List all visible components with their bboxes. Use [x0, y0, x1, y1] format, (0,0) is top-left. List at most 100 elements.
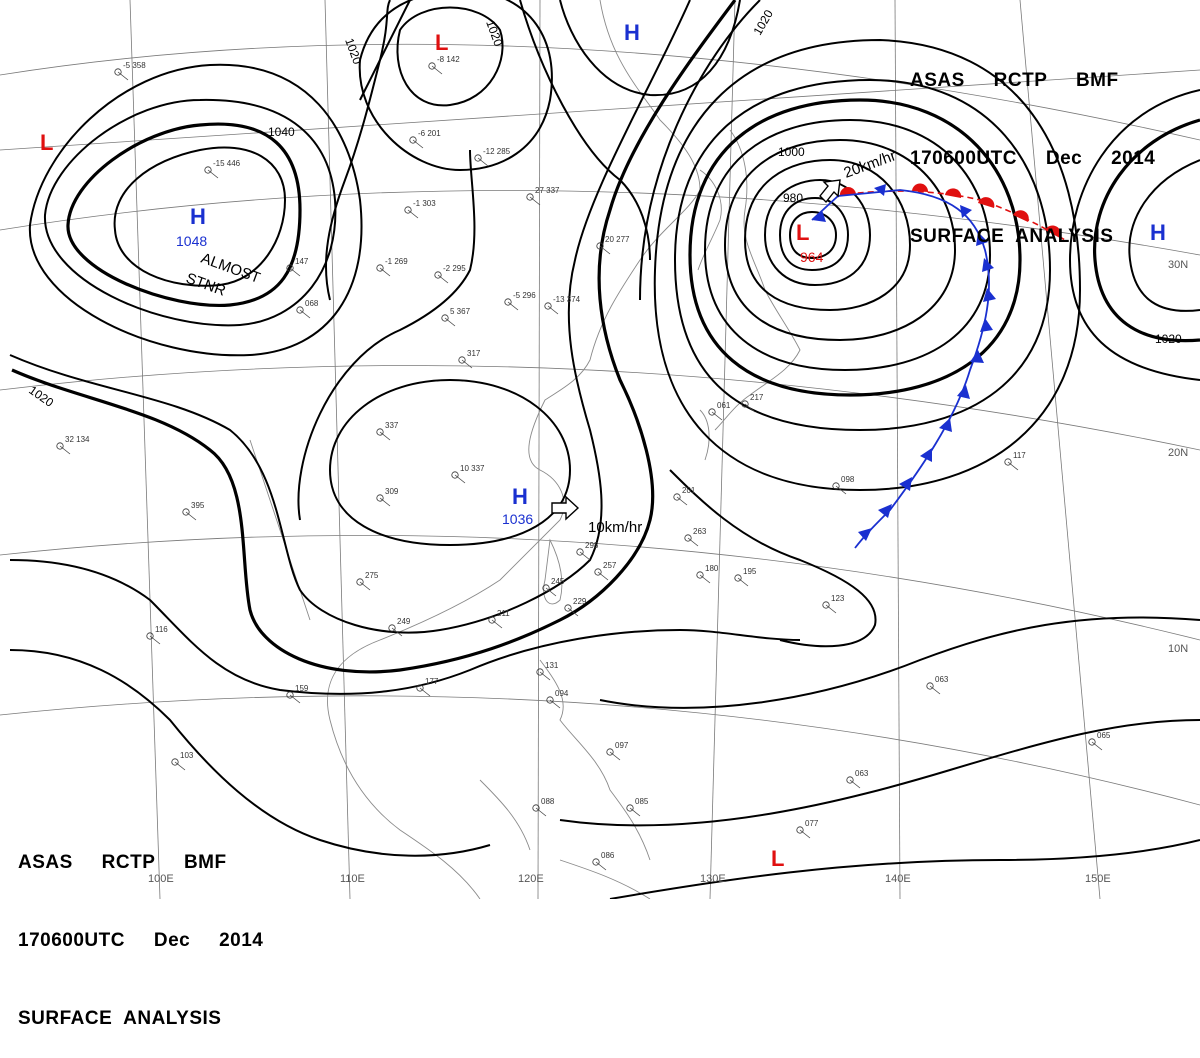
surface-analysis-map: 1020 1020 1040 1020 1020 1000 980 1020 L…: [0, 0, 1200, 899]
station-value: -8 142: [437, 55, 460, 64]
title-block-top: ASAS RCTP BMF 170600UTC Dec 2014 SURFACE…: [910, 16, 1155, 276]
station-marker: [376, 494, 384, 502]
latitude-label: 30N: [1168, 259, 1188, 271]
station-marker: [564, 604, 572, 612]
wind-barb: [174, 761, 186, 771]
wind-barb: [744, 403, 756, 413]
station-value: 180: [705, 564, 719, 573]
wind-barb: [1091, 741, 1103, 751]
title-block-bottom: ASAS RCTP BMF 170600UTC Dec 2014 SURFACE…: [18, 798, 263, 1058]
station-marker: [926, 682, 934, 690]
station-marker: [546, 696, 554, 704]
title-line-3: SURFACE ANALYSIS: [18, 1008, 222, 1029]
station-marker: [626, 804, 634, 812]
wind-barb: [929, 685, 941, 695]
longitude-label: 120E: [518, 873, 544, 885]
station-marker: [376, 264, 384, 272]
wind-barb: [529, 196, 541, 206]
station-plots: -5 358 -15 446 -8 142 -6 201 -12 285 -1 303 -1…: [56, 55, 1111, 871]
wind-barb: [549, 699, 561, 709]
wind-barb: [579, 551, 591, 561]
station-marker: [458, 356, 466, 364]
siberian-high-pressure: 1048: [176, 233, 207, 249]
station-value: 317: [467, 349, 481, 358]
station-marker: [474, 154, 482, 162]
station-marker: [684, 534, 692, 542]
station-marker: [1004, 458, 1012, 466]
longitude-label: 110E: [340, 873, 365, 885]
isobar-label: 1020: [26, 383, 56, 410]
station-value: -5 296: [513, 291, 536, 300]
station-value: 094: [555, 689, 569, 698]
station-value: 159: [295, 684, 309, 693]
wind-barb: [461, 359, 473, 369]
wind-barb: [699, 574, 711, 584]
wind-barb: [547, 305, 559, 315]
station-value: -1 303: [413, 199, 436, 208]
isobar-label: 1040: [268, 125, 295, 139]
station-value: 211: [497, 609, 510, 618]
wind-barb: [185, 511, 197, 521]
station-value: 27 337: [535, 186, 560, 195]
wind-barb: [799, 829, 811, 839]
station-value: -2 295: [443, 264, 466, 273]
china-high-pressure: 1036: [502, 511, 533, 527]
wind-barb: [599, 245, 611, 255]
wind-barb: [737, 577, 749, 587]
station-marker: [416, 684, 424, 692]
station-value: 337: [385, 421, 399, 430]
station-marker: [734, 574, 742, 582]
station-value: 275: [365, 571, 379, 580]
wind-barb: [431, 65, 443, 75]
wind-barb: [289, 267, 301, 277]
station-marker: [428, 62, 436, 70]
station-marker: [832, 482, 840, 490]
wind-barb: [379, 431, 391, 441]
station-value: 085: [635, 797, 649, 806]
wind-barb: [454, 474, 466, 484]
china-high-symbol: H: [512, 484, 528, 509]
station-marker: [536, 668, 544, 676]
china-high-motion: 10km/hr: [588, 519, 642, 536]
wind-barb: [391, 627, 403, 637]
wind-barb: [419, 687, 431, 697]
station-marker: [441, 314, 449, 322]
wind-barb: [477, 157, 489, 167]
wind-barb: [289, 694, 301, 704]
station-value: 245: [551, 577, 565, 586]
wind-barb: [629, 807, 641, 817]
low-south-symbol: L: [771, 846, 784, 871]
graticule: [0, 0, 1200, 899]
station-value: 201: [682, 486, 696, 495]
station-marker: [544, 302, 552, 310]
station-marker: [741, 400, 749, 408]
station-marker: [596, 242, 604, 250]
station-marker: [846, 776, 854, 784]
station-marker: [606, 748, 614, 756]
latitude-label: 20N: [1168, 447, 1188, 459]
station-marker: [204, 166, 212, 174]
station-marker: [286, 691, 294, 699]
title-line-3: SURFACE ANALYSIS: [910, 226, 1114, 247]
wind-barb: [117, 71, 129, 81]
station-value: 395: [191, 501, 205, 510]
warm-front: [837, 183, 1066, 241]
wind-barb: [207, 169, 219, 179]
station-marker: [592, 858, 600, 866]
station-marker: [576, 548, 584, 556]
title-line-1: ASAS RCTP BMF: [910, 70, 1119, 91]
station-marker: [696, 571, 704, 579]
station-marker: [434, 271, 442, 279]
station-value: 5 367: [450, 307, 471, 316]
station-value: 20 277: [605, 235, 630, 244]
wind-barb: [59, 445, 71, 455]
station-marker: [673, 493, 681, 501]
cold-front: [811, 184, 996, 549]
station-value: 086: [601, 851, 615, 860]
station-marker: [822, 601, 830, 609]
station-value: -6 201: [418, 129, 441, 138]
wind-barb: [407, 209, 419, 219]
axis-labels: 100E 110E 120E 130E 140E 150E 30N 20N 10…: [148, 259, 1188, 885]
station-value: 063: [855, 769, 869, 778]
station-value: 309: [385, 487, 399, 496]
